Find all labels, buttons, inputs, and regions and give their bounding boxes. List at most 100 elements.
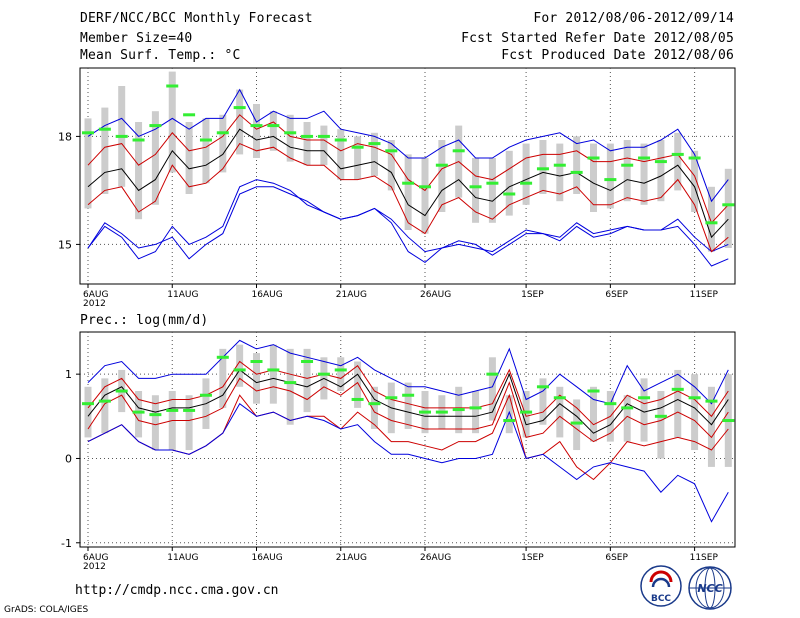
temp-observed-mark <box>722 203 735 207</box>
temp-spread-box <box>135 122 143 220</box>
prec-spread-box <box>573 399 581 451</box>
temp-observed-mark <box>402 181 415 185</box>
temp-observed-mark <box>671 152 684 156</box>
temp-observed-mark <box>638 156 651 160</box>
prec-observed-mark <box>452 408 465 412</box>
prec-observed-mark <box>199 393 212 397</box>
temp-xtick-label: 26AUG <box>420 290 451 300</box>
source-url[interactable]: http://cmdp.ncc.cma.gov.cn <box>75 583 279 598</box>
temp-line-upper_spread <box>87 114 729 224</box>
prec-observed-mark <box>250 360 263 364</box>
prec-observed-mark <box>267 368 280 372</box>
prec-observed-mark <box>469 406 482 410</box>
temp-spread-box <box>185 122 193 194</box>
prec-observed-mark <box>183 408 196 412</box>
precip-label: Prec.: log(mm/d) <box>80 313 209 328</box>
prec-line-median <box>87 369 729 434</box>
temp-spread-box <box>286 114 294 162</box>
temp-observed-mark <box>284 131 297 135</box>
temp-spread-box <box>151 111 159 205</box>
prec-observed-mark <box>705 399 718 403</box>
temp-observed-mark <box>621 163 634 167</box>
prec-spread-box <box>101 378 109 434</box>
temp-ytick-label: 18 <box>58 130 72 143</box>
prec-spread-box <box>488 357 496 421</box>
temp-observed-mark <box>536 167 549 171</box>
prec-observed-mark <box>486 372 499 376</box>
prec-observed-mark <box>419 410 431 414</box>
temp-spread-box <box>707 186 715 252</box>
prec-spread-box <box>539 378 547 425</box>
prec-spread-box <box>303 348 311 413</box>
temp-spread-box <box>421 158 429 234</box>
temp-spread-box <box>320 125 328 166</box>
temp-xtick-label: 6SEP <box>605 290 628 300</box>
prec-observed-mark <box>536 385 549 389</box>
prec-line-lower_spread <box>87 377 729 443</box>
temp-spread-box <box>202 118 210 184</box>
prec-observed-mark <box>722 419 735 423</box>
temp-spread-box <box>472 158 480 223</box>
temp-observed-mark <box>149 124 162 128</box>
prec-observed-mark <box>638 396 651 400</box>
produced-date: Fcst Produced Date 2012/08/06 <box>501 48 734 63</box>
prec-xtick-label: 21AUG <box>336 553 367 563</box>
temp-spread-box <box>354 136 362 180</box>
prec-observed-mark <box>115 389 128 393</box>
temp-observed-mark <box>503 192 516 196</box>
started-date: Fcst Started Refer Date 2012/08/05 <box>461 31 734 46</box>
temp-observed-mark <box>267 124 280 128</box>
prec-line-upper_range <box>87 339 729 405</box>
temp-ytick-label: 15 <box>58 238 72 251</box>
prec-spread-box <box>236 344 244 387</box>
temp-spread-box <box>505 150 513 216</box>
prec-observed-mark <box>688 396 701 400</box>
prec-observed-mark <box>520 410 533 414</box>
prec-spread-box <box>623 395 631 442</box>
prec-spread-box <box>185 395 193 451</box>
temp-observed-mark <box>199 138 212 142</box>
prec-observed-mark <box>216 355 229 359</box>
temp-observed-mark <box>688 156 701 160</box>
temp-observed-mark <box>469 185 482 189</box>
prec-observed-mark <box>402 393 415 397</box>
prec-spread-box <box>590 386 597 442</box>
prec-xtick-label: 2012 <box>83 562 106 572</box>
temp-plot-frame <box>79 67 736 285</box>
prec-observed-mark <box>503 419 516 423</box>
temp-spread-box <box>590 143 597 212</box>
temp-spread-box <box>724 168 732 248</box>
prec-spread-box <box>674 369 682 438</box>
prec-observed-mark <box>385 396 398 400</box>
bcc-logo-text: BCC <box>651 594 671 604</box>
temp-observed-mark <box>654 160 667 164</box>
prec-spread-box <box>269 344 277 404</box>
temp-spread-box <box>101 107 109 194</box>
prec-spread-box <box>286 348 294 425</box>
prec-observed-mark <box>149 413 162 417</box>
temp-observed-mark <box>166 84 179 88</box>
prec-spread-box <box>657 391 665 459</box>
prec-observed-mark <box>98 399 111 403</box>
temp-spread-box <box>657 140 665 202</box>
temp-spread-box <box>236 89 244 155</box>
bcc-logo: BCC <box>640 565 682 607</box>
temp-observed-mark <box>98 127 111 131</box>
temp-spread-box <box>269 111 277 151</box>
prec-spread-box <box>640 378 648 442</box>
prec-observed-mark <box>132 410 145 414</box>
temp-observed-mark <box>115 134 128 138</box>
prec-xtick-label: 11SEP <box>690 553 719 563</box>
temp-spread-box <box>168 71 176 173</box>
prec-spread-box <box>354 361 362 408</box>
temp-xtick-label: 11SEP <box>690 290 719 300</box>
temp-spread-box <box>253 104 260 158</box>
temp-spread-box <box>539 140 547 194</box>
temp-xtick-label: 16AUG <box>252 290 283 300</box>
prec-spread-box <box>151 395 159 451</box>
temp-spread-box <box>640 143 648 205</box>
prec-observed-mark <box>284 381 297 385</box>
temp-observed-mark <box>435 163 448 167</box>
prec-spread-box <box>404 382 412 429</box>
prec-xtick-label: 6AUG <box>83 553 108 563</box>
